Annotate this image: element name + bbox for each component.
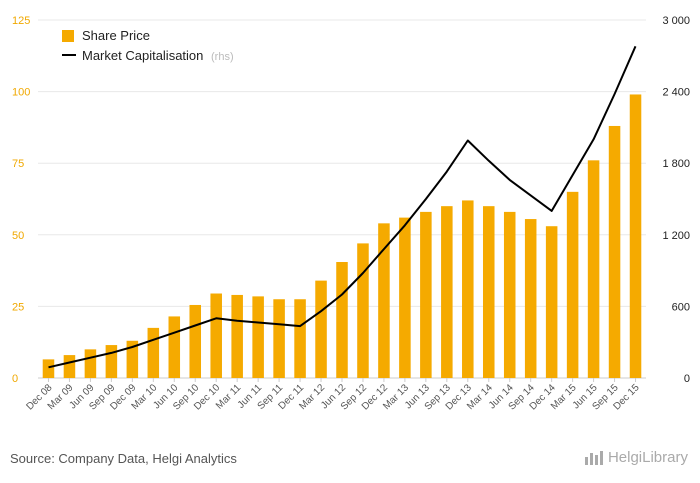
right-axis-tick-label: 3 000 xyxy=(662,15,690,27)
left-axis-tick-label: 50 xyxy=(12,230,24,242)
left-axis-tick-label: 75 xyxy=(12,158,24,170)
right-axis-tick-label: 600 xyxy=(672,301,690,313)
legend-market-cap-note: (rhs) xyxy=(211,51,234,63)
legend-market-cap-name: Market Capitalisation xyxy=(82,48,203,63)
share-price-bar xyxy=(210,293,222,378)
right-axis-tick-label: 2 400 xyxy=(662,87,690,99)
share-price-bar xyxy=(252,296,264,378)
share-price-bar xyxy=(84,349,97,378)
share-price-bar xyxy=(545,226,558,378)
chart: 0 25 50 75 100 125 0 600 1 200 1 800 2 400 3 000 D… xyxy=(12,15,690,413)
left-axis-tick-label: 0 xyxy=(12,373,18,385)
share-price-bar xyxy=(336,262,348,378)
share-price-bar xyxy=(608,125,621,378)
legend: Share Price Market Capitalisation (rhs) xyxy=(62,28,234,63)
left-axis-ticks: 0 25 50 75 100 125 xyxy=(12,15,30,385)
right-axis-tick-label: 0 xyxy=(684,373,690,385)
share-price-bar xyxy=(147,327,160,378)
share-price-bar xyxy=(315,280,327,378)
market-cap-polyline xyxy=(48,45,637,369)
share-price-bar xyxy=(503,211,516,378)
share-price-bar xyxy=(189,304,202,378)
legend-share-price-swatch xyxy=(62,30,74,42)
share-price-bar xyxy=(399,217,411,378)
left-axis-tick-label: 25 xyxy=(12,301,24,313)
share-price-bar xyxy=(420,211,432,378)
share-price-bar xyxy=(273,299,285,378)
helgi-library-logo: HelgiLibrary xyxy=(584,449,688,466)
logo-text: HelgiLibrary xyxy=(607,449,688,466)
source-note: Source: Company Data, Helgi Analytics xyxy=(10,451,237,466)
left-axis-tick-label: 100 xyxy=(12,87,30,99)
share-price-bar xyxy=(168,316,181,378)
share-price-bar xyxy=(357,243,369,378)
share-price-bar xyxy=(126,340,139,378)
library-icon xyxy=(584,450,603,465)
share-price-bar xyxy=(105,345,118,378)
share-price-bar xyxy=(524,219,537,378)
left-axis-tick-label: 125 xyxy=(12,15,30,27)
market-cap-line xyxy=(48,45,637,369)
share-price-bar xyxy=(63,355,76,378)
share-price-bar xyxy=(629,94,642,379)
right-axis-tick-label: 1 200 xyxy=(662,230,690,242)
share-price-bar xyxy=(441,206,453,378)
share-price-bar xyxy=(462,200,474,378)
share-price-bar xyxy=(42,359,55,378)
share-price-bar xyxy=(482,206,495,378)
share-price-bar xyxy=(231,294,243,378)
share-price-bars xyxy=(42,94,642,379)
right-axis-tick-label: 1 800 xyxy=(662,158,690,170)
share-price-bar xyxy=(378,223,390,378)
right-axis-ticks: 0 600 1 200 1 800 2 400 3 000 xyxy=(662,15,690,385)
gridlines xyxy=(38,19,646,379)
share-price-bar xyxy=(587,160,600,378)
legend-share-price-label: Share Price xyxy=(82,28,150,43)
share-price-bar xyxy=(294,299,306,378)
legend-market-cap-label: Market Capitalisation (rhs) xyxy=(82,48,234,63)
share-price-bar xyxy=(566,191,579,378)
